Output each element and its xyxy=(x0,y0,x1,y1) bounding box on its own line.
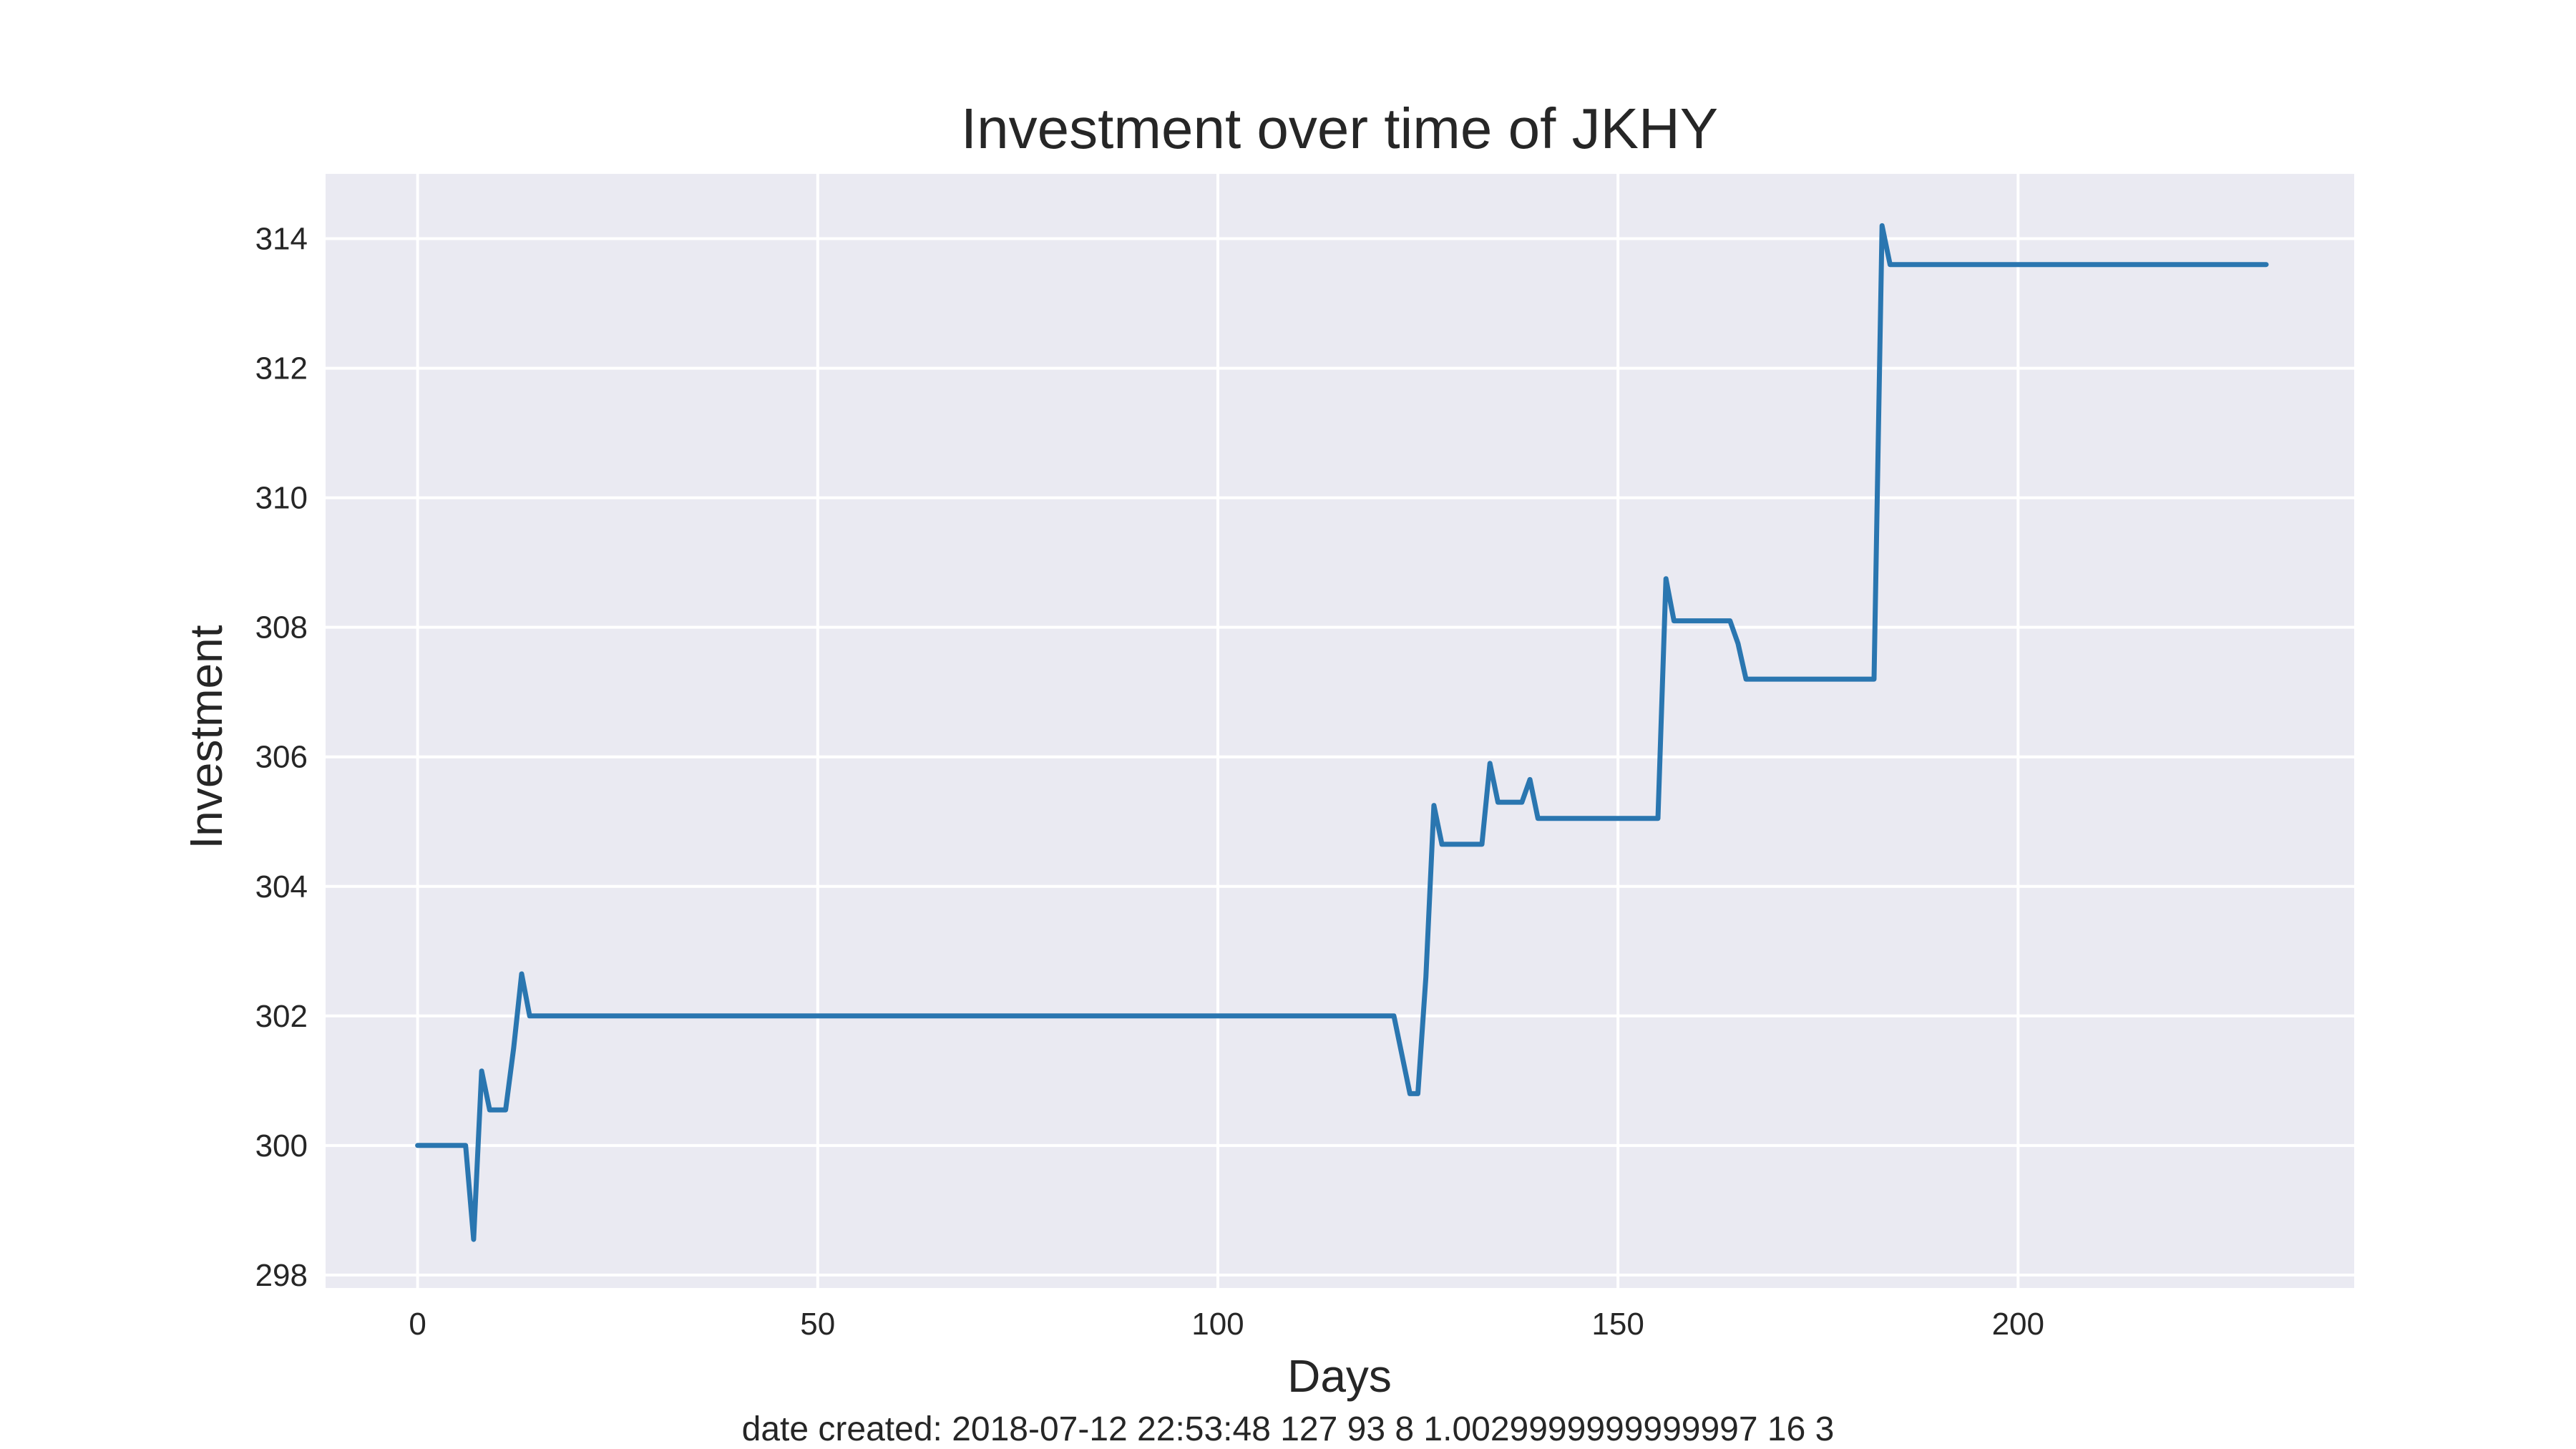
x-grid xyxy=(416,174,2020,1288)
y-tick-label: 310 xyxy=(255,481,308,516)
y-tick-label: 304 xyxy=(255,869,308,904)
y-axis-label: Investment xyxy=(180,625,232,849)
y-tick-label: 306 xyxy=(255,740,308,775)
chart-title: Investment over time of JKHY xyxy=(961,97,1718,160)
y-tick-label: 308 xyxy=(255,610,308,645)
y-tick-label: 300 xyxy=(255,1128,308,1163)
x-tick-label: 50 xyxy=(800,1307,835,1342)
y-tick-labels: 298 300 302 304 306 308 310 312 314 xyxy=(255,222,308,1293)
y-tick-label: 314 xyxy=(255,222,308,257)
y-grid xyxy=(326,237,2354,1277)
x-axis-label: Days xyxy=(1287,1350,1392,1402)
plot-background xyxy=(326,174,2354,1288)
x-tick-label: 0 xyxy=(409,1307,426,1342)
y-tick-label: 312 xyxy=(255,351,308,386)
series-line xyxy=(415,223,2269,1242)
x-tick-label: 100 xyxy=(1191,1307,1244,1342)
footer-caption: date created: 2018-07-12 22:53:48 127 93… xyxy=(742,1410,1835,1448)
y-tick-label: 298 xyxy=(255,1258,308,1293)
x-tick-label: 150 xyxy=(1591,1307,1644,1342)
x-tick-label: 200 xyxy=(1992,1307,2044,1342)
x-tick-labels: 0 50 100 150 200 xyxy=(409,1307,2044,1342)
y-tick-label: 302 xyxy=(255,999,308,1034)
